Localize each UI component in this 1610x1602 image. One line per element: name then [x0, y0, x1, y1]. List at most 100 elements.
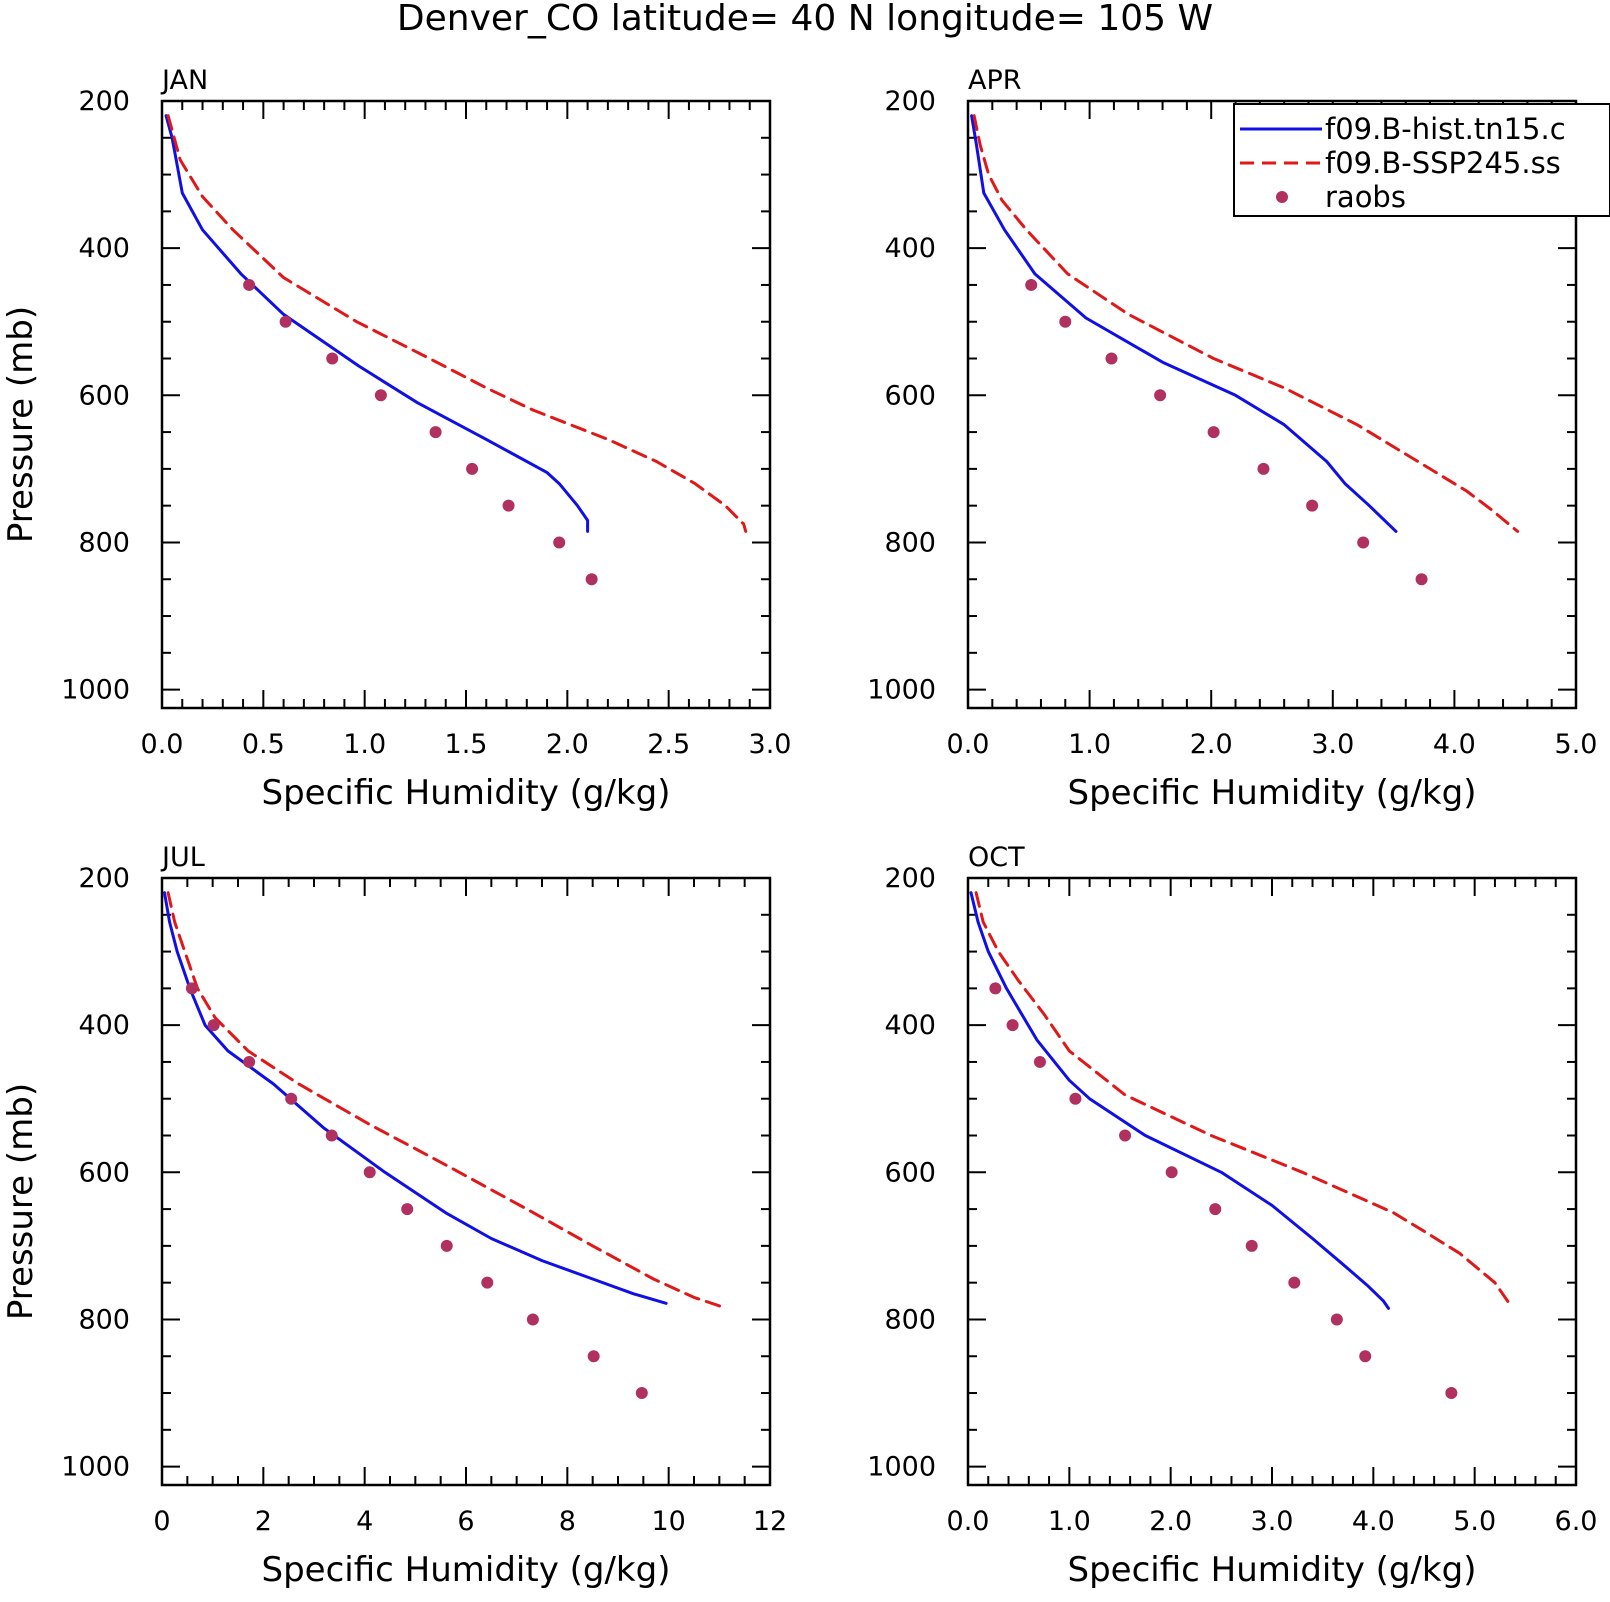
raobs-point	[243, 1055, 256, 1068]
y-tick-label-jan: 600	[78, 380, 130, 411]
tick-marks-oct	[967, 877, 1577, 1485]
raobs-point	[585, 573, 598, 586]
raobs-point	[1069, 1092, 1082, 1105]
y-tick-label-apr: 1000	[867, 675, 936, 706]
raobs-point	[326, 352, 339, 365]
raobs-point	[1357, 536, 1370, 549]
main-title: Denver_CO latitude= 40 N longitude= 105 …	[397, 0, 1213, 39]
tick-marks-jan	[161, 100, 771, 708]
x-tick-label-apr: 5.0	[1555, 729, 1598, 760]
panel-jan: 0.0 0.5 1.0 1.5 2.0 2.5 3.0 200 400 600 800 1000 JAN…	[1, 65, 791, 813]
raobs-point	[279, 315, 292, 328]
x-tick-label-apr: 4.0	[1433, 729, 1476, 760]
y-tick-label-jan: 800	[78, 527, 130, 558]
x-axis-title-oct: Specific Humidity (g/kg)	[1068, 1550, 1477, 1590]
hist-line-jan	[164, 114, 590, 533]
raobs-point	[1445, 1387, 1458, 1400]
panel-label-oct: OCT	[968, 842, 1025, 873]
y-tick-label-oct: 800	[884, 1304, 936, 1335]
y-tick-label-oct: 1000	[867, 1452, 936, 1483]
raobs-points-jan	[243, 278, 598, 586]
x-tick-label-jul: 12	[753, 1506, 787, 1537]
raobs-point	[1330, 1313, 1343, 1326]
raobs-point	[1006, 1019, 1019, 1032]
x-axis-title-jan: Specific Humidity (g/kg)	[262, 773, 671, 813]
y-axis-title-jul: Pressure (mb)	[1, 1083, 41, 1320]
x-tick-label-jul: 0	[153, 1506, 170, 1537]
raobs-point	[526, 1313, 539, 1326]
x-tick-label-jul: 4	[356, 1506, 373, 1537]
x-tick-label-jan: 0.0	[141, 729, 184, 760]
raobs-point	[1025, 278, 1038, 291]
x-tick-label-apr: 2.0	[1190, 729, 1233, 760]
raobs-points-apr	[1025, 278, 1428, 586]
raobs-point	[401, 1203, 414, 1216]
raobs-point	[243, 278, 256, 291]
raobs-point	[1306, 499, 1319, 512]
x-tick-label-apr: 0.0	[947, 729, 990, 760]
ssp-line-jan	[166, 114, 748, 533]
raobs-point	[1245, 1239, 1258, 1252]
raobs-point	[1033, 1055, 1046, 1068]
raobs-point	[1288, 1276, 1301, 1289]
y-tick-label-jan: 1000	[61, 675, 130, 706]
hist-line-apr	[970, 114, 1398, 533]
raobs-point	[1165, 1166, 1178, 1179]
raobs-point	[635, 1387, 648, 1400]
y-tick-label-apr: 200	[884, 86, 936, 117]
x-tick-label-apr: 1.0	[1068, 729, 1111, 760]
legend-label: raobs	[1325, 180, 1406, 214]
raobs-point	[207, 1019, 220, 1032]
y-tick-label-jul: 600	[78, 1157, 130, 1188]
x-tick-label-oct: 4.0	[1352, 1506, 1395, 1537]
legend-label: f09.B-hist.tn15.c	[1325, 112, 1566, 146]
panel-label-apr: APR	[968, 65, 1022, 96]
x-tick-label-jul: 2	[255, 1506, 272, 1537]
y-tick-label-oct: 200	[884, 863, 936, 894]
raobs-point	[481, 1276, 494, 1289]
x-tick-label-oct: 6.0	[1555, 1506, 1598, 1537]
raobs-point	[1359, 1350, 1372, 1363]
y-tick-label-apr: 400	[884, 233, 936, 264]
raobs-point	[325, 1129, 338, 1142]
y-tick-label-jul: 200	[78, 863, 130, 894]
plot-frame-oct	[966, 876, 1578, 1487]
legend-marker-raobs	[1276, 191, 1288, 203]
x-tick-label-oct: 1.0	[1048, 1506, 1091, 1537]
x-tick-label-oct: 3.0	[1251, 1506, 1294, 1537]
raobs-point	[1154, 389, 1167, 402]
x-axis-title-jul: Specific Humidity (g/kg)	[262, 1550, 671, 1590]
panel-oct: 0.0 1.0 2.0 3.0 4.0 5.0 6.0 200 400 600 800 1000 OCT…	[867, 842, 1597, 1590]
x-tick-label-jul: 10	[651, 1506, 685, 1537]
ssp-line-jul	[166, 891, 729, 1310]
legend-label: f09.B-SSP245.ss	[1325, 146, 1561, 180]
panel-label-jul: JUL	[160, 842, 205, 873]
raobs-point	[1207, 426, 1220, 439]
x-tick-label-jan: 3.0	[749, 729, 792, 760]
raobs-point	[185, 982, 198, 995]
x-tick-label-oct: 0.0	[947, 1506, 990, 1537]
ssp-line-apr	[972, 114, 1520, 533]
hist-line-jul	[163, 891, 668, 1305]
raobs-point	[1105, 352, 1118, 365]
y-tick-label-jul: 1000	[61, 1452, 130, 1483]
hist-line-oct	[969, 891, 1390, 1310]
raobs-point	[553, 536, 566, 549]
y-axis-title-jan: Pressure (mb)	[1, 306, 41, 543]
raobs-point	[989, 982, 1002, 995]
raobs-point	[466, 462, 479, 475]
tick-marks-jul	[161, 877, 771, 1485]
x-tick-label-jul: 6	[457, 1506, 474, 1537]
ssp-line-oct	[974, 891, 1512, 1307]
x-tick-label-jan: 2.5	[647, 729, 690, 760]
raobs-point	[502, 499, 515, 512]
x-axis-title-apr: Specific Humidity (g/kg)	[1068, 773, 1477, 813]
legend-box	[1233, 103, 1610, 217]
x-tick-label-jan: 0.5	[242, 729, 285, 760]
plot-frame-apr	[966, 99, 1578, 710]
raobs-point	[1415, 573, 1428, 586]
y-tick-label-oct: 400	[884, 1010, 936, 1041]
y-tick-label-oct: 600	[884, 1157, 936, 1188]
